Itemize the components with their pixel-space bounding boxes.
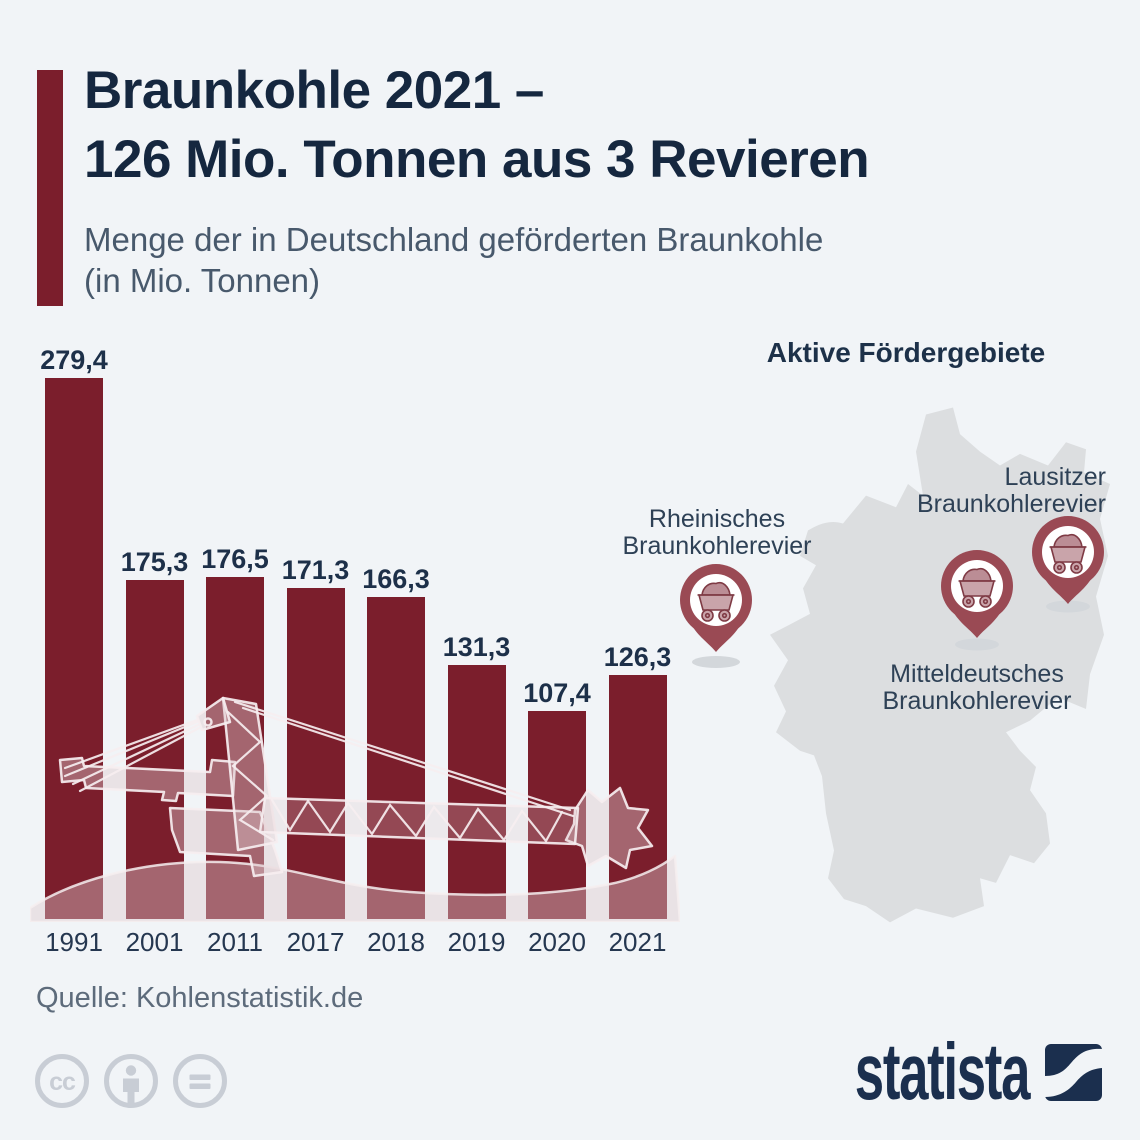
label-lausitzer: Lausitzer Braunkohlerevier [917, 463, 1106, 518]
bar-year-label: 2011 [207, 927, 263, 957]
germany-map [770, 407, 1110, 923]
pin-shadow-rheinisches [692, 656, 740, 668]
statista-brand: statista [765, 1027, 1102, 1116]
pin-lausitzer [1031, 515, 1105, 605]
page-subtitle-line1: Menge der in Deutschland geförderten Bra… [84, 221, 824, 258]
bar-year-label: 2017 [286, 927, 345, 957]
bar-value-label: 175,3 [120, 547, 189, 577]
bar-2017 [286, 588, 345, 919]
bar-year-label: 2019 [447, 927, 506, 957]
statista-logo-icon [1045, 1043, 1102, 1101]
bar-2001 [125, 580, 184, 919]
pin-mitteldeutsches [940, 549, 1014, 639]
svg-text:cc: cc [49, 1068, 76, 1096]
bar-value-label: 166,3 [362, 564, 430, 594]
bar-2018 [367, 597, 425, 919]
label-rheinisches: Rheinisches Braunkohlerevier [622, 505, 812, 560]
pin-rheinisches [679, 563, 753, 653]
bar-2020 [528, 711, 586, 919]
bar-year-label: 1991 [45, 927, 103, 957]
bar-year-label: 2021 [608, 927, 667, 957]
bar-value-label: 176,5 [201, 544, 269, 574]
bar-2021 [608, 675, 667, 919]
bar-2011 [206, 577, 264, 919]
cc-icon: cc [35, 1054, 89, 1108]
pin-shadow-lausitzer [1046, 600, 1090, 613]
bar-year-label: 2018 [367, 927, 425, 957]
attribution-person-icon [104, 1054, 158, 1108]
bar-1991 [45, 378, 103, 919]
source-text: Quelle: Kohlenstatistik.de [36, 982, 364, 1014]
bar-value-label: 107,4 [523, 678, 591, 708]
title-accent-bar [37, 70, 63, 306]
bar-value-label: 126,3 [603, 642, 672, 672]
map-title: Aktive Fördergebiete [766, 337, 1046, 368]
bar-value-label: 131,3 [442, 632, 511, 662]
bar-2019 [447, 665, 506, 919]
no-derivatives-icon [173, 1054, 227, 1108]
page-subtitle: Menge der in Deutschland geförderten Bra… [84, 219, 1044, 301]
page-title-line1: Braunkohle 2021 – [84, 61, 544, 120]
label-mitteldeutsches: Mitteldeutsches Braunkohlerevier [882, 660, 1072, 715]
statista-wordmark: statista [854, 1027, 1031, 1116]
bar-chart: 279,4 1991 175,3 2001 176,5 2011 171,3 2017 166,… [40, 330, 685, 990]
page-title-line2: 126 Mio. Tonnen aus 3 Revieren [84, 130, 870, 189]
pin-shadow-mitteldeutsches [955, 638, 999, 651]
page-title: Braunkohle 2021 – 126 Mio. Tonnen aus 3 … [84, 56, 1104, 194]
bar-year-label: 2020 [528, 927, 586, 957]
bar-value-label: 279,4 [40, 345, 108, 375]
bar-year-label: 2001 [125, 927, 184, 957]
license-icons: cc [33, 1052, 229, 1110]
bar-value-label: 171,3 [281, 555, 350, 585]
page-subtitle-line2: (in Mio. Tonnen) [84, 262, 321, 299]
